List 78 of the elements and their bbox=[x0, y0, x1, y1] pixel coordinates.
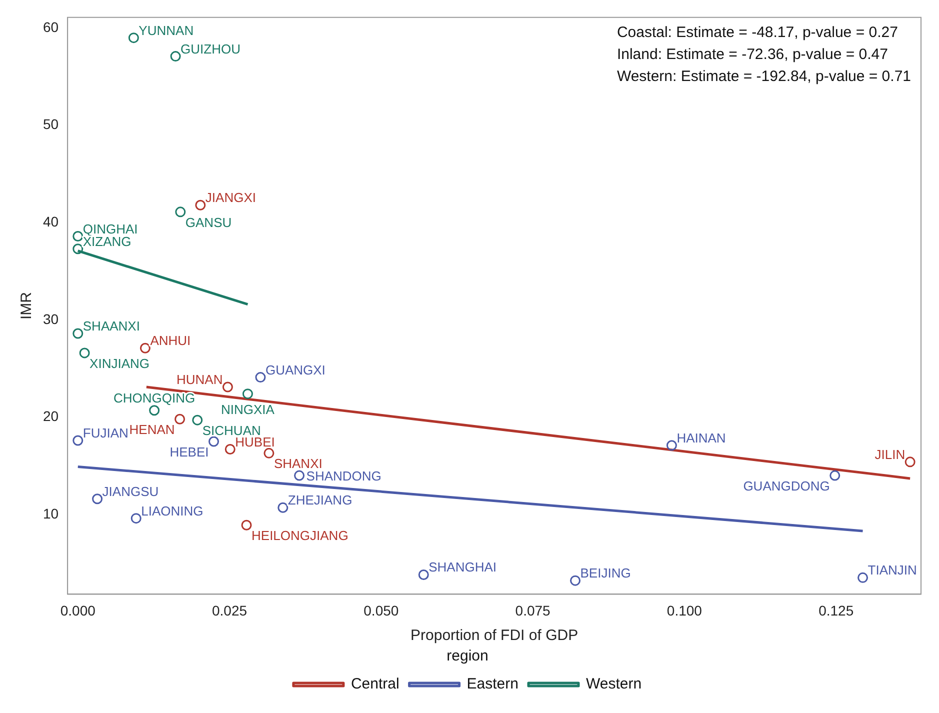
annotation: NINGXIA bbox=[220, 402, 275, 417]
point bbox=[858, 572, 868, 583]
annotation: Inland: Estimate = -72.36, p-value = 0.47 bbox=[616, 46, 888, 64]
legend-label: Eastern bbox=[466, 676, 518, 693]
point bbox=[149, 405, 160, 416]
annotation: HENAN bbox=[129, 422, 175, 438]
annotation: XINJIANG bbox=[90, 356, 150, 371]
annotation: GUIZHOU bbox=[180, 41, 240, 56]
annotation: Western: Estimate = -192.84, p-value = 0.71 bbox=[616, 68, 912, 86]
legend-label: Central bbox=[350, 676, 400, 693]
point bbox=[570, 575, 581, 586]
point bbox=[224, 444, 236, 455]
point bbox=[278, 502, 288, 513]
annotation: GUANGDONG bbox=[743, 478, 830, 494]
annotation: HAINAN bbox=[676, 430, 726, 446]
point bbox=[72, 435, 84, 446]
point bbox=[294, 470, 305, 481]
x-tick-label: 0.075 bbox=[515, 602, 551, 618]
annotation: SHANXI bbox=[274, 456, 322, 472]
annotation: HEILONGJIANG bbox=[252, 528, 348, 544]
annotation: JILIN bbox=[874, 446, 906, 462]
annotation: Coastal: Estimate = -48.17, p-value = 0.27 bbox=[616, 24, 898, 42]
legend-label: Western bbox=[586, 676, 642, 693]
point bbox=[264, 448, 274, 458]
point bbox=[666, 440, 677, 451]
point bbox=[208, 436, 220, 447]
point bbox=[170, 51, 181, 62]
point bbox=[241, 520, 252, 530]
annotation: SHAANXI bbox=[82, 318, 140, 334]
annotation: SHANGHAI bbox=[428, 560, 497, 575]
annotation: ANHUI bbox=[150, 333, 191, 348]
point bbox=[175, 206, 186, 218]
point bbox=[222, 382, 233, 392]
point bbox=[904, 456, 916, 468]
annotation: HEBEI bbox=[170, 444, 209, 460]
y-axis-title: IMR bbox=[18, 292, 36, 320]
point bbox=[72, 244, 84, 254]
point bbox=[79, 348, 90, 358]
annotation: BEIJING bbox=[580, 566, 631, 581]
y-tick-label: 50 bbox=[42, 116, 59, 132]
annotation: JIANGXI bbox=[205, 190, 256, 206]
y-tick-label: 20 bbox=[42, 408, 59, 424]
x-tick-label: 0.100 bbox=[666, 602, 702, 618]
point bbox=[92, 494, 103, 504]
annotation: ZHEJIANG bbox=[288, 492, 352, 508]
x-tick-label: 0.000 bbox=[60, 602, 96, 618]
point bbox=[72, 328, 84, 339]
annotation: GANSU bbox=[185, 214, 232, 230]
x-tick-label: 0.125 bbox=[818, 602, 854, 618]
y-tick-label: 60 bbox=[42, 18, 59, 35]
point bbox=[418, 569, 429, 580]
y-tick-label: 10 bbox=[42, 505, 59, 522]
annotation: HUNAN bbox=[176, 372, 223, 388]
point bbox=[242, 388, 253, 400]
y-tick-label: 30 bbox=[42, 310, 59, 327]
point bbox=[72, 231, 84, 242]
point bbox=[140, 342, 150, 354]
point bbox=[174, 414, 186, 424]
point bbox=[130, 513, 142, 524]
annotation: TIANJIN bbox=[868, 562, 917, 578]
annotation: FUJIAN bbox=[82, 426, 128, 441]
annotation: LIAONING bbox=[141, 503, 204, 518]
legend-title: region bbox=[446, 648, 488, 665]
annotation: SHANDONG bbox=[306, 468, 382, 484]
x-axis-title: Proportion of FDI of GDP bbox=[410, 627, 578, 644]
point bbox=[128, 32, 139, 44]
annotation: YUNNAN bbox=[138, 22, 194, 38]
y-tick-label: 40 bbox=[42, 213, 59, 230]
x-tick-label: 0.050 bbox=[364, 602, 399, 618]
point bbox=[195, 200, 206, 210]
point bbox=[192, 414, 203, 426]
point bbox=[830, 470, 840, 481]
annotation: CHONGQING bbox=[114, 390, 196, 406]
x-tick-label: 0.025 bbox=[212, 602, 248, 618]
annotation: GUANGXI bbox=[265, 362, 326, 378]
point bbox=[255, 372, 266, 383]
annotation: QINGHAI bbox=[82, 221, 138, 236]
annotation: JIANGSU bbox=[102, 484, 159, 499]
